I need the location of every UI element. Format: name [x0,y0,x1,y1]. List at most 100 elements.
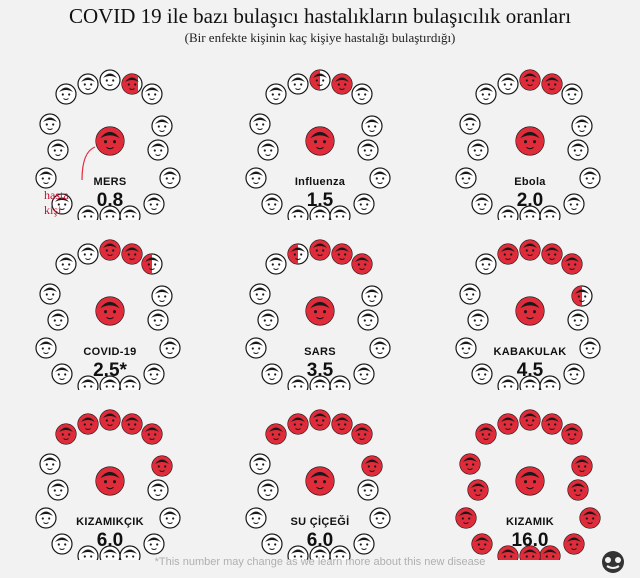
infected-person-icon [309,409,331,431]
disease-value-label: 0.8 [96,190,124,211]
healthy-person-icon [563,193,585,215]
infected-person-icon [571,285,593,307]
disease-value-label: 4.5 [516,360,544,381]
disease-name-label: Influenza [294,176,346,188]
healthy-person-icon [497,73,519,95]
healthy-person-icon [77,545,99,560]
healthy-person-icon [99,69,121,91]
healthy-person-icon [51,363,73,385]
healthy-person-icon [351,83,373,105]
infected-person-icon [539,545,561,560]
pictogram [245,69,391,220]
healthy-person-icon [455,337,477,359]
healthy-person-icon [51,533,73,555]
healthy-person-icon [567,309,589,331]
infected-person-icon [519,409,541,431]
healthy-person-icon [39,283,61,305]
disease-value-label: 2.0 [516,190,544,211]
legend-label: hasta kişi [44,188,84,218]
infected-person-icon [519,545,541,560]
healthy-person-icon [245,337,267,359]
healthy-person-icon [561,83,583,105]
infected-person-icon [467,479,489,501]
healthy-person-icon [471,193,493,215]
infected-person-icon [121,413,143,435]
healthy-person-icon [143,193,165,215]
healthy-person-icon [35,337,57,359]
legend-label-line2: kişi [44,203,62,217]
healthy-person-icon [159,337,181,359]
healthy-person-icon [143,363,165,385]
healthy-person-icon [47,139,69,161]
healthy-person-icon [249,113,271,135]
healthy-person-icon [353,193,375,215]
healthy-person-icon [353,363,375,385]
healthy-person-icon [571,115,593,137]
disease-value-label: 6.0 [96,530,124,551]
infected-person-icon [331,243,353,265]
footnote: *This number may change as we learn more… [154,556,486,568]
infected-person-icon [309,69,331,91]
disease-value-label: 16.0 [511,530,549,551]
healthy-person-icon [579,167,601,189]
pictogram [455,239,601,390]
healthy-person-icon [309,545,331,560]
healthy-person-icon [459,283,481,305]
healthy-person-icon [147,139,169,161]
healthy-person-icon [77,73,99,95]
disease-name-label: MERS [93,176,127,188]
healthy-person-icon [147,479,169,501]
disease-value-label: 2.5* [93,360,127,381]
healthy-person-icon [357,479,379,501]
infected-person-icon [519,69,541,91]
healthy-person-icon [151,285,173,307]
healthy-person-icon [287,73,309,95]
infected-person-icon [455,507,477,529]
healthy-person-icon [47,309,69,331]
disease-name-label: SU ÇİÇEĞİ [290,516,350,528]
healthy-person-icon [567,139,589,161]
legend-pointer [81,146,96,181]
pictogram [245,239,391,390]
patient-icon [515,296,545,326]
disease-panel: COVID-19 2.5* [10,222,210,390]
healthy-person-icon [261,363,283,385]
healthy-person-icon [249,453,271,475]
patient-icon [95,466,125,496]
infected-person-icon [567,479,589,501]
healthy-person-icon [287,375,309,390]
healthy-person-icon [99,545,121,560]
infected-person-icon [519,239,541,261]
healthy-person-icon [35,167,57,189]
infected-person-icon [561,253,583,275]
disease-panel: SU ÇİÇEĞİ 6.0 [220,392,420,560]
disease-panel: Influenza 1.5 [220,52,420,220]
pictogram [35,69,181,220]
infected-person-icon [141,423,163,445]
healthy-person-icon [309,375,331,390]
healthy-person-icon [257,309,279,331]
healthy-person-icon [519,375,541,390]
healthy-person-icon [329,375,351,390]
healthy-person-icon [467,139,489,161]
healthy-person-icon [55,253,77,275]
healthy-person-icon [361,115,383,137]
disease-value-label: 6.0 [306,530,334,551]
healthy-person-icon [475,253,497,275]
healthy-person-icon [309,205,331,220]
disease-name-label: KIZAMIK [506,516,554,528]
healthy-person-icon [353,533,375,555]
healthy-person-icon [39,113,61,135]
healthy-person-icon [39,453,61,475]
healthy-person-icon [261,533,283,555]
chart-subtitle: (Bir enfekte kişinin kaç kişiye hastalığ… [184,30,456,45]
infected-person-icon [497,545,519,560]
infected-person-icon [309,239,331,261]
infected-person-icon [141,253,163,275]
infected-person-icon [497,413,519,435]
legend-label-line1: hasta [44,188,69,202]
healthy-person-icon [257,139,279,161]
healthy-person-icon [261,193,283,215]
patient-icon [515,126,545,156]
infected-person-icon [121,73,143,95]
